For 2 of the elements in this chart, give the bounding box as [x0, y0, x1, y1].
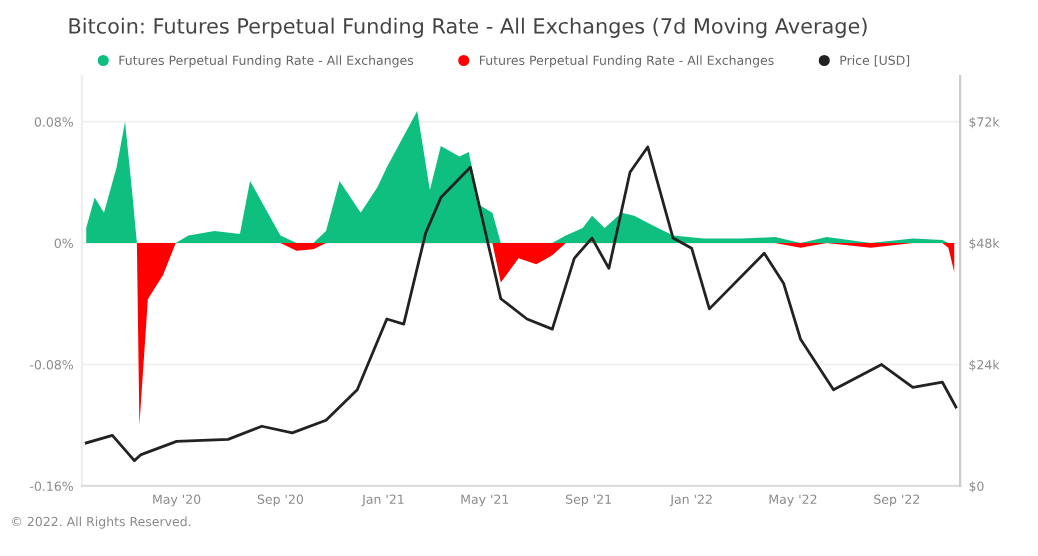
chart-title: Bitcoin: Futures Perpetual Funding Rate - All Exchanges (7d Moving Average)	[69, 17, 867, 38]
line-series	[84, 145, 958, 463]
